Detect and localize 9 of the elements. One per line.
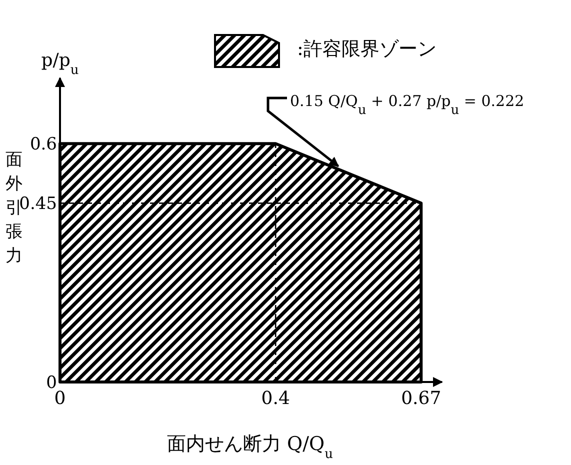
x-axis-title: 面内せん断力 Q/Q$_{u}$: [167, 433, 333, 462]
x-tick-label: 0.67: [401, 388, 442, 409]
y-axis-title: p/p$_{u}$: [41, 50, 79, 78]
y-tick-label: 0.45: [19, 194, 57, 214]
annotation: 0.15 Q/Q$_{u}$ + 0.27 p/p$_{u}$ = 0.222: [290, 92, 524, 118]
legend-label: :許容限界ゾーン: [297, 38, 436, 60]
x-tick-label: 0.4: [261, 388, 290, 409]
y-tick-label: 0: [46, 373, 57, 393]
y-tick-label: 0.6: [30, 134, 57, 155]
